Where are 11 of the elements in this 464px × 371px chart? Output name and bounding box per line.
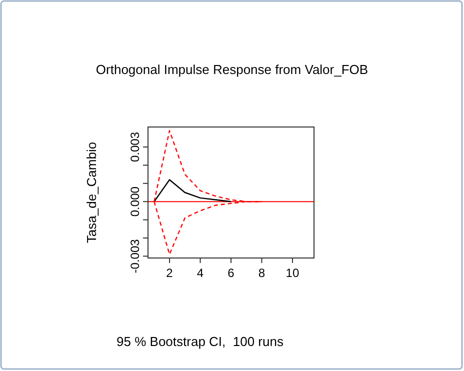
x-axis-title: 95 % Bootstrap CI, 100 runs — [116, 334, 284, 349]
chart-title: Orthogonal Impulse Response from Valor_FOB — [96, 62, 368, 77]
y-tick-label: -0.003 — [128, 238, 142, 274]
x-tick-label: 10 — [286, 266, 300, 280]
y-tick-label: 0.003 — [128, 132, 142, 162]
x-tick-label: 4 — [196, 266, 204, 280]
y-tick-label: 0.000 — [128, 186, 142, 217]
x-tick-label: 6 — [228, 266, 235, 280]
x-tick-label: 8 — [258, 266, 266, 280]
y-axis-title: Tasa_de_Cambio — [84, 142, 99, 244]
x-tick-label: 2 — [166, 266, 174, 280]
